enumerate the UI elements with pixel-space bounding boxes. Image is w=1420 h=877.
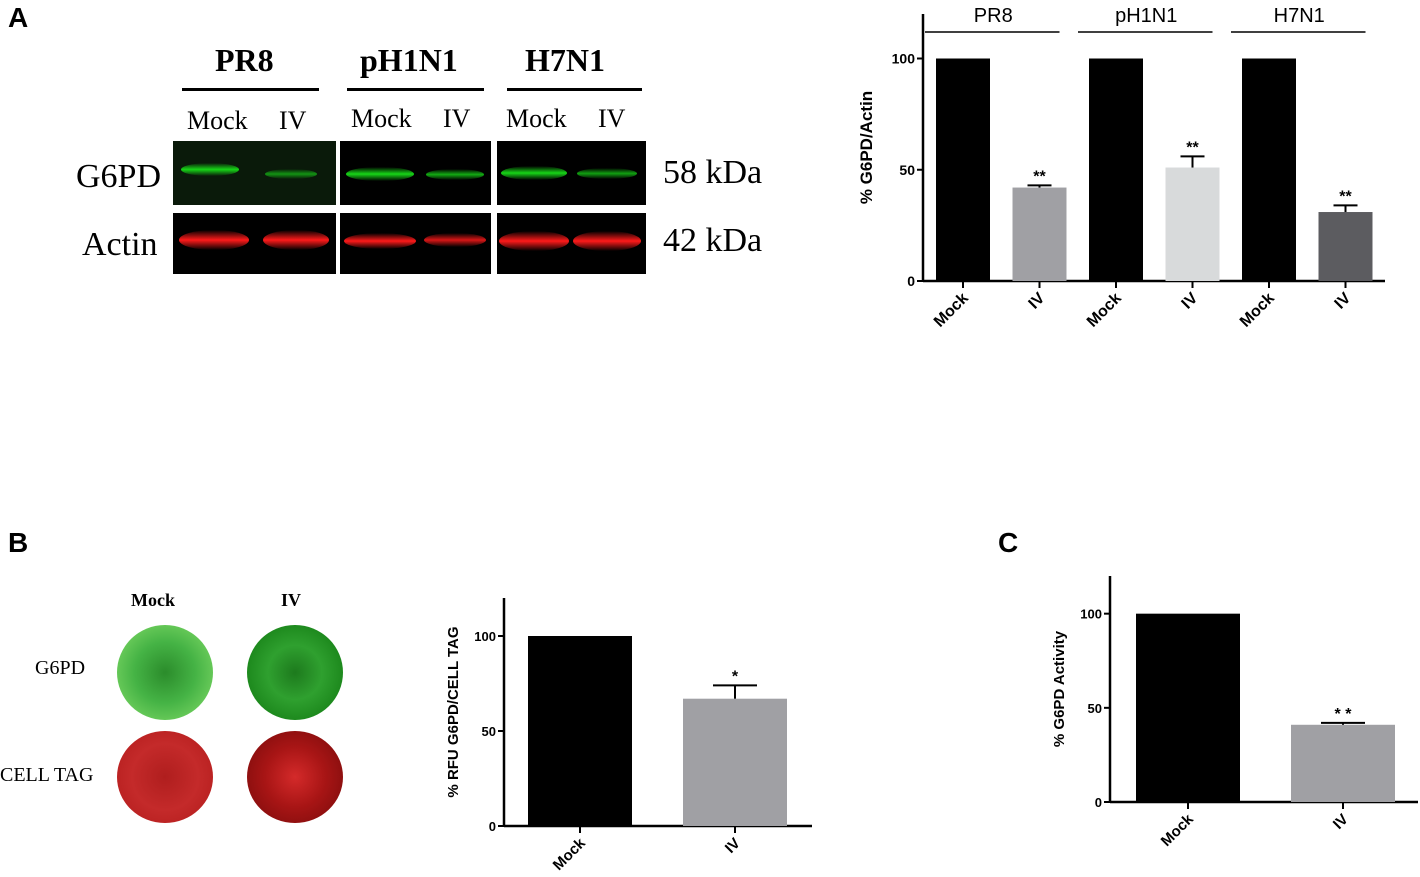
- band: [179, 230, 249, 250]
- well-g6pd-mock: [117, 625, 213, 720]
- blot-group-underline: [507, 88, 642, 91]
- y-axis-label: % G6PD/Actin: [857, 91, 876, 204]
- blot-lane-label: IV: [598, 104, 626, 133]
- bar: [1291, 724, 1395, 802]
- x-tick-label: IV: [722, 835, 744, 857]
- y-tick-label: 50: [899, 162, 915, 178]
- significance-label: **: [1339, 188, 1352, 205]
- band: [501, 166, 567, 180]
- band: [424, 233, 486, 247]
- bar: [1136, 613, 1240, 802]
- blot-image-g6pd-ph1n1: [340, 141, 491, 205]
- x-tick-label: IV: [1179, 290, 1202, 313]
- blot-image-g6pd-h7n1: [497, 141, 646, 205]
- y-axis-label: % G6PD Activity: [1051, 630, 1068, 747]
- band: [577, 168, 637, 179]
- blot-image-actin-h7n1: [497, 213, 646, 274]
- bar: [528, 636, 632, 826]
- blot-group-h7n1: H7N1: [525, 42, 605, 78]
- chart-a: 0 50 100 % G6PD/Actin Mock IV ** Mock IV ** Mock IV…: [857, 5, 1385, 331]
- group-label: PR8: [974, 5, 1013, 27]
- band: [181, 163, 239, 176]
- well-column-mock: Mock: [131, 590, 175, 610]
- well-row-g6pd: G6PD: [35, 657, 86, 679]
- blot-row-label-g6pd: G6PD: [76, 158, 162, 195]
- blot-lane-label: Mock: [187, 106, 248, 135]
- panel-label-a: A: [8, 2, 29, 33]
- blot-size-58kda: 58 kDa: [663, 154, 763, 191]
- significance-label: * *: [1335, 706, 1353, 723]
- bar: [1318, 212, 1373, 281]
- y-tick-label: 100: [1080, 607, 1102, 622]
- blot-lane-label: IV: [443, 104, 471, 133]
- group-label: H7N1: [1274, 5, 1325, 27]
- well-g6pd-iv: [247, 625, 343, 720]
- band: [573, 231, 641, 251]
- bar: [1012, 187, 1067, 281]
- blot-row-label-actin: Actin: [82, 226, 158, 263]
- band: [263, 230, 329, 250]
- y-tick-label: 50: [1088, 701, 1102, 716]
- panel-label-b: B: [8, 527, 29, 558]
- x-tick-label: Mock: [931, 290, 972, 331]
- x-tick-label: IV: [1330, 811, 1352, 833]
- blot-group-pr8: PR8: [215, 42, 274, 78]
- blot-lane-label: Mock: [351, 104, 412, 133]
- bar: [683, 698, 787, 826]
- x-tick-label: IV: [1026, 290, 1049, 313]
- chart-c: 0 50 100 % G6PD Activity Mock IV * *: [1051, 576, 1418, 850]
- significance-label: *: [732, 668, 739, 685]
- blot-image-g6pd-pr8: [173, 141, 336, 205]
- chart-b: 0 50 100 % RFU G6PD/CELL TAG Mock IV *: [445, 598, 812, 874]
- y-tick-label: 0: [489, 819, 496, 834]
- well-column-iv: IV: [281, 590, 302, 610]
- y-tick-label: 0: [907, 273, 915, 289]
- band: [344, 233, 416, 249]
- x-tick-label: IV: [1332, 290, 1355, 313]
- y-tick-label: 100: [892, 51, 916, 67]
- significance-label: **: [1033, 168, 1046, 185]
- x-tick-label: Mock: [1084, 290, 1125, 331]
- well-celltag-mock: [117, 731, 213, 823]
- x-tick-label: Mock: [550, 834, 590, 874]
- group-label: pH1N1: [1115, 5, 1177, 27]
- bar: [1089, 58, 1143, 281]
- blot-group-underline: [347, 88, 484, 91]
- bar: [1165, 167, 1220, 281]
- y-tick-label: 0: [1095, 795, 1102, 810]
- blot-image-actin-ph1n1: [340, 213, 491, 274]
- y-tick-label: 50: [482, 724, 496, 739]
- band: [346, 167, 414, 181]
- blot-group-ph1n1: pH1N1: [360, 42, 458, 78]
- band: [499, 231, 569, 251]
- blot-lane-label: Mock: [506, 104, 567, 133]
- band: [426, 169, 484, 180]
- blot-image-actin-pr8: [173, 213, 336, 274]
- y-axis-label: % RFU G6PD/CELL TAG: [445, 626, 462, 797]
- band: [265, 169, 317, 179]
- x-tick-label: Mock: [1158, 810, 1198, 850]
- bar: [936, 58, 990, 281]
- well-row-cell-tag: CELL TAG: [0, 764, 94, 786]
- significance-label: **: [1186, 139, 1199, 156]
- blot-lane-label: IV: [279, 106, 307, 135]
- y-tick-label: 100: [474, 629, 496, 644]
- bar: [1242, 58, 1296, 281]
- blot-size-42kda: 42 kDa: [663, 222, 763, 259]
- panel-label-c: C: [998, 527, 1019, 558]
- x-tick-label: Mock: [1237, 290, 1278, 331]
- well-celltag-iv: [247, 731, 343, 823]
- blot-group-underline: [182, 88, 319, 91]
